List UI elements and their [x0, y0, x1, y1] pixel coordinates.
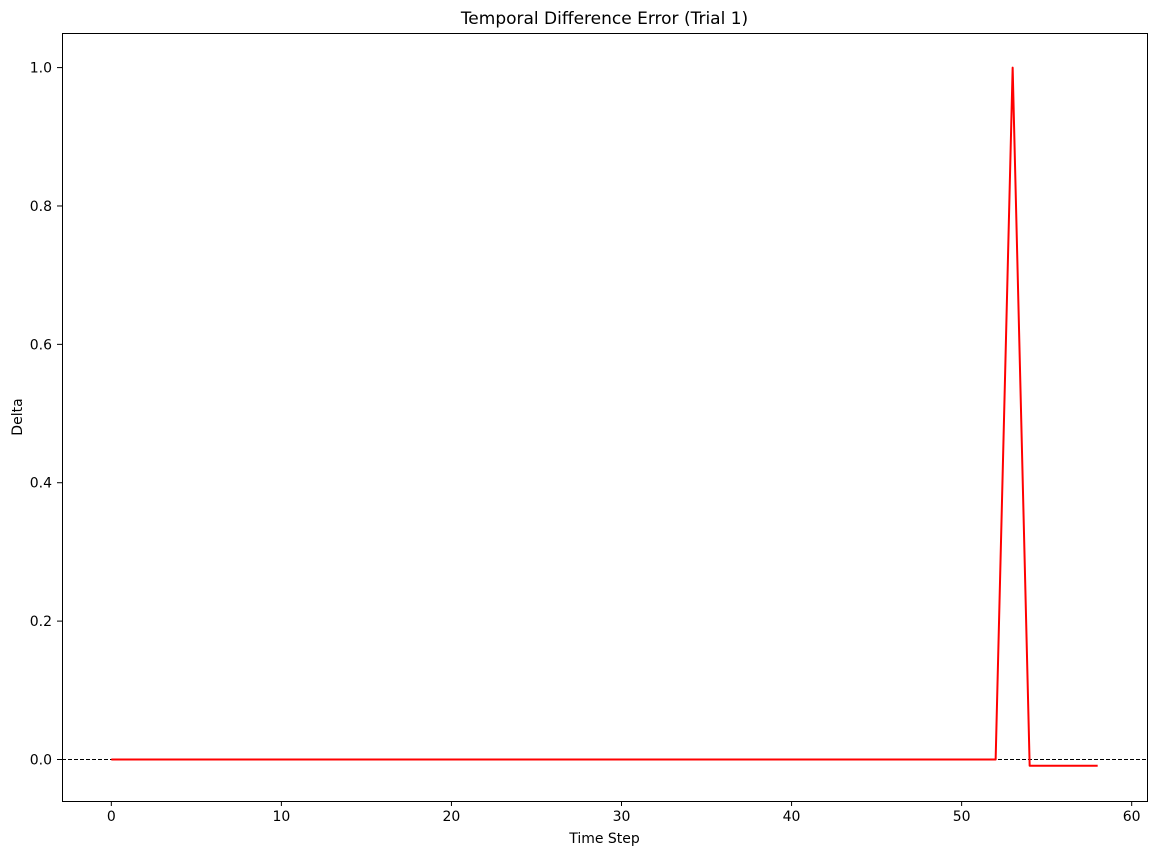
series-line-1 [111, 66, 1098, 767]
x-tick-label: 40 [783, 809, 801, 825]
y-tick-label: 0.2 [30, 614, 52, 630]
y-tick-label: 0.4 [30, 476, 52, 492]
plot-frame [62, 33, 1148, 802]
chart-title: Temporal Difference Error (Trial 1) [460, 9, 748, 29]
x-tick-label: 0 [107, 809, 116, 825]
y-tick-label: 0.0 [30, 752, 52, 768]
y-tick-label: 1.0 [30, 61, 52, 77]
y-tick-label: 0.6 [30, 337, 52, 353]
x-tick-label: 20 [443, 809, 461, 825]
y-axis-label: Delta [10, 398, 26, 435]
y-axis: 0.0 0.2 0.4 0.6 0.8 1.0 [30, 61, 62, 768]
plot-layer [62, 66, 1147, 767]
x-axis: 0 10 20 30 40 50 60 [107, 801, 1141, 825]
x-tick-label: 60 [1123, 809, 1141, 825]
x-tick-label: 50 [953, 809, 971, 825]
y-tick-label: 0.8 [30, 199, 52, 215]
x-axis-label: Time Step [568, 831, 640, 847]
x-tick-label: 10 [272, 809, 290, 825]
x-tick-label: 30 [613, 809, 631, 825]
